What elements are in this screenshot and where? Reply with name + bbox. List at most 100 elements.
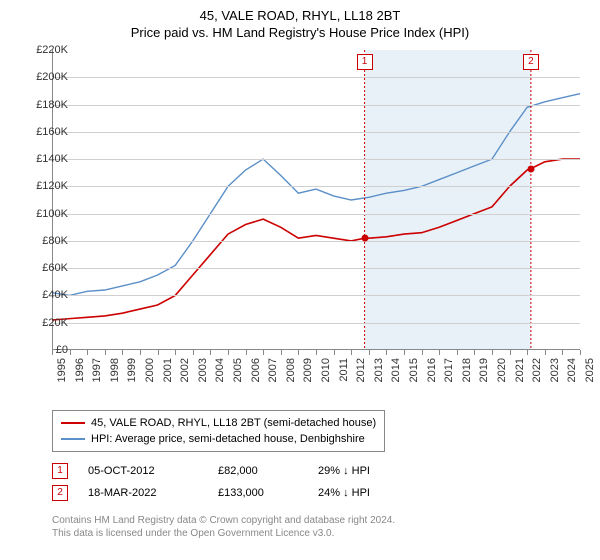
sale-date: 18-MAR-2022 (88, 487, 218, 499)
x-tick-label: 2017 (443, 358, 455, 398)
sale-marker: 1 (52, 463, 68, 479)
x-tick (510, 350, 511, 355)
x-tick-label: 2013 (373, 358, 385, 398)
y-tick-label: £40K (24, 289, 68, 301)
x-tick-label: 2016 (426, 358, 438, 398)
y-tick-label: £20K (24, 317, 68, 329)
x-tick-label: 2001 (162, 358, 174, 398)
x-tick (334, 350, 335, 355)
x-tick-label: 1996 (74, 358, 86, 398)
gridline-y (52, 77, 580, 78)
x-tick-label: 2019 (478, 358, 490, 398)
x-tick-label: 2010 (320, 358, 332, 398)
x-tick (580, 350, 581, 355)
line-series-svg (52, 50, 580, 350)
x-tick-label: 1998 (109, 358, 121, 398)
series-hpi (52, 94, 580, 296)
x-tick-label: 2005 (232, 358, 244, 398)
y-tick-label: £0 (24, 344, 68, 356)
x-tick (316, 350, 317, 355)
x-tick-label: 2004 (214, 358, 226, 398)
x-tick (193, 350, 194, 355)
y-tick-label: £100K (24, 208, 68, 220)
x-tick (281, 350, 282, 355)
x-tick (369, 350, 370, 355)
gridline-y (52, 214, 580, 215)
x-tick-label: 2015 (408, 358, 420, 398)
chart-title: 45, VALE ROAD, RHYL, LL18 2BT (0, 0, 600, 23)
sale-marker: 2 (52, 485, 68, 501)
x-tick-label: 2012 (355, 358, 367, 398)
x-tick-label: 2018 (461, 358, 473, 398)
sale-row: 2 18-MAR-2022£133,00024% ↓ HPI (52, 482, 418, 504)
x-tick-label: 2014 (390, 358, 402, 398)
sales-table: 1 05-OCT-2012£82,00029% ↓ HPI 2 18-MAR-2022… (52, 460, 418, 504)
x-tick (70, 350, 71, 355)
x-tick (158, 350, 159, 355)
marker-label-2: 2 (523, 54, 539, 70)
y-tick-label: £80K (24, 235, 68, 247)
x-tick-label: 2008 (285, 358, 297, 398)
x-tick-label: 2025 (584, 358, 596, 398)
gridline-y (52, 295, 580, 296)
x-tick-label: 2009 (302, 358, 314, 398)
gridline-y (52, 105, 580, 106)
x-tick-label: 2020 (496, 358, 508, 398)
x-tick (175, 350, 176, 355)
marker-label-1: 1 (357, 54, 373, 70)
x-tick-label: 2002 (179, 358, 191, 398)
x-tick (246, 350, 247, 355)
x-tick-label: 2003 (197, 358, 209, 398)
y-tick-label: £220K (24, 44, 68, 56)
x-tick (386, 350, 387, 355)
x-tick (404, 350, 405, 355)
x-tick-label: 2007 (267, 358, 279, 398)
x-tick-label: 2022 (531, 358, 543, 398)
x-tick (439, 350, 440, 355)
x-tick-label: 2011 (338, 358, 350, 398)
gridline-y (52, 268, 580, 269)
x-tick (474, 350, 475, 355)
sale-diff: 29% ↓ HPI (318, 465, 418, 477)
y-tick-label: £160K (24, 126, 68, 138)
x-tick-label: 2024 (566, 358, 578, 398)
x-tick (122, 350, 123, 355)
x-tick (87, 350, 88, 355)
y-tick-label: £180K (24, 99, 68, 111)
sale-price: £82,000 (218, 465, 318, 477)
footer-attribution: Contains HM Land Registry data © Crown c… (52, 514, 395, 540)
y-tick-label: £200K (24, 71, 68, 83)
sale-row: 1 05-OCT-2012£82,00029% ↓ HPI (52, 460, 418, 482)
legend-label: 45, VALE ROAD, RHYL, LL18 2BT (semi-deta… (91, 417, 376, 429)
x-tick-label: 1997 (91, 358, 103, 398)
x-tick (492, 350, 493, 355)
chart-container: 45, VALE ROAD, RHYL, LL18 2BT Price paid… (0, 0, 600, 560)
y-tick-label: £120K (24, 180, 68, 192)
x-tick (210, 350, 211, 355)
x-tick-label: 1999 (126, 358, 138, 398)
marker-dot-2 (527, 165, 534, 172)
x-tick-label: 2023 (549, 358, 561, 398)
sale-date: 05-OCT-2012 (88, 465, 218, 477)
plot-area: 12 (52, 50, 580, 350)
legend-swatch (61, 422, 85, 424)
x-tick-label: 2021 (514, 358, 526, 398)
x-tick (263, 350, 264, 355)
x-tick-label: 2006 (250, 358, 262, 398)
legend-label: HPI: Average price, semi-detached house,… (91, 433, 365, 445)
legend-box: 45, VALE ROAD, RHYL, LL18 2BT (semi-deta… (52, 410, 385, 452)
legend-item: HPI: Average price, semi-detached house,… (61, 431, 376, 447)
y-tick-label: £60K (24, 262, 68, 274)
gridline-y (52, 241, 580, 242)
x-tick (228, 350, 229, 355)
x-tick (422, 350, 423, 355)
x-tick-label: 1995 (56, 358, 68, 398)
gridline-y (52, 159, 580, 160)
chart-subtitle: Price paid vs. HM Land Registry's House … (0, 23, 600, 46)
gridline-y (52, 132, 580, 133)
x-tick (298, 350, 299, 355)
legend-swatch (61, 438, 85, 440)
sale-price: £133,000 (218, 487, 318, 499)
sale-diff: 24% ↓ HPI (318, 487, 418, 499)
x-tick (527, 350, 528, 355)
